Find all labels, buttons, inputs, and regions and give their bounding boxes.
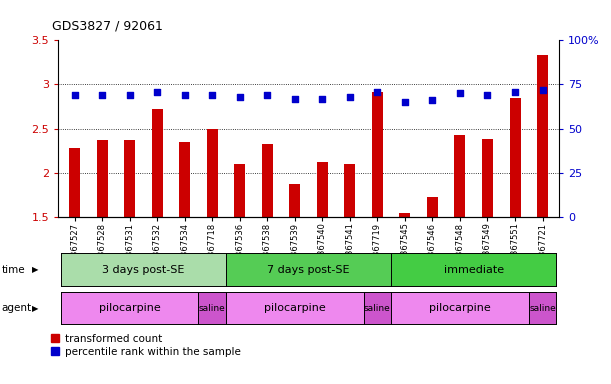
Point [207, 92, 217, 98]
Bar [97, 140, 108, 217]
Bar [537, 55, 548, 217]
Point [97, 92, 107, 98]
Point [318, 96, 327, 102]
Bar [69, 148, 80, 217]
Bar [455, 135, 466, 217]
Text: saline: saline [199, 304, 225, 313]
Bar [427, 197, 438, 217]
Text: immediate: immediate [444, 265, 504, 275]
Bar [400, 213, 411, 217]
Bar [372, 91, 383, 217]
Bar [234, 164, 245, 217]
Bar [179, 142, 190, 217]
Point [180, 92, 189, 98]
Point [345, 94, 355, 100]
Text: time: time [1, 265, 25, 275]
Bar [317, 162, 328, 217]
Text: ▶: ▶ [32, 304, 38, 313]
Point [400, 99, 410, 105]
Bar [207, 129, 218, 217]
Point [373, 88, 382, 94]
Bar [482, 139, 493, 217]
Text: pilocarpine: pilocarpine [99, 303, 161, 313]
Text: pilocarpine: pilocarpine [264, 303, 326, 313]
Legend: transformed count, percentile rank within the sample: transformed count, percentile rank withi… [51, 334, 241, 357]
Text: saline: saline [364, 304, 391, 313]
Bar [262, 144, 273, 217]
Point [290, 96, 299, 102]
Bar [289, 184, 300, 217]
Point [125, 92, 134, 98]
Point [538, 87, 547, 93]
Text: agent: agent [1, 303, 31, 313]
Point [510, 88, 520, 94]
Text: pilocarpine: pilocarpine [429, 303, 491, 313]
Point [483, 92, 492, 98]
Bar [345, 164, 356, 217]
Text: 7 days post-SE: 7 days post-SE [267, 265, 350, 275]
Text: ▶: ▶ [32, 265, 38, 274]
Point [235, 94, 244, 100]
Bar [124, 140, 135, 217]
Point [152, 88, 162, 94]
Text: saline: saline [529, 304, 556, 313]
Point [455, 90, 465, 96]
Bar [510, 98, 521, 217]
Point [262, 92, 272, 98]
Bar [152, 109, 163, 217]
Point [428, 97, 437, 103]
Text: 3 days post-SE: 3 days post-SE [102, 265, 185, 275]
Point [70, 92, 79, 98]
Text: GDS3827 / 92061: GDS3827 / 92061 [52, 20, 163, 33]
